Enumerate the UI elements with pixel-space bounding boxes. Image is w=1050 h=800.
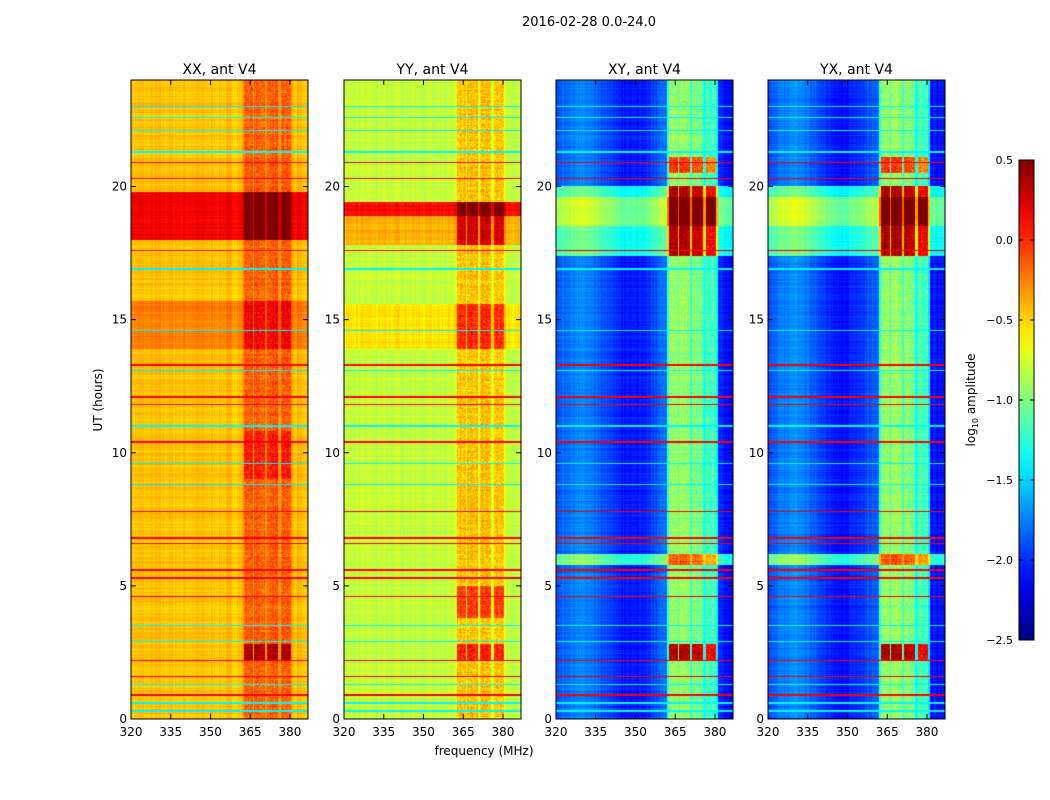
axes-frame xyxy=(555,79,734,720)
y-tick-label: 10 xyxy=(325,446,340,460)
x-tick-label: 365 xyxy=(452,725,475,739)
heatmap-xy xyxy=(556,80,733,719)
heatmap-xx xyxy=(131,80,308,719)
x-tick-label: 320 xyxy=(333,725,356,739)
x-tick-label: 365 xyxy=(876,725,899,739)
x-tick-label: 350 xyxy=(199,725,222,739)
colorbar-tick-label: −1.0 xyxy=(986,394,1013,407)
x-tick-label: 335 xyxy=(584,725,607,739)
y-tick-label: 15 xyxy=(749,313,764,327)
y-tick-label: 20 xyxy=(112,180,127,194)
x-axis-label: frequency (MHz) xyxy=(434,744,533,758)
x-tick-label: 380 xyxy=(492,725,515,739)
subplot-title: YY, ant V4 xyxy=(396,62,469,78)
heatmap-yx xyxy=(768,80,945,719)
x-tick-label: 335 xyxy=(796,725,819,739)
x-tick-label: 380 xyxy=(279,725,302,739)
y-tick-label: 5 xyxy=(119,579,127,593)
y-tick-label: 5 xyxy=(332,579,340,593)
x-tick-label: 320 xyxy=(545,725,568,739)
x-tick-label: 365 xyxy=(664,725,687,739)
colorbar-tick-label: −0.5 xyxy=(986,314,1013,327)
y-tick-label: 10 xyxy=(749,446,764,460)
subplot: YY, ant V4 320 335 350 365 380 0 5 10 15 20 xyxy=(325,62,522,739)
y-tick-label: 10 xyxy=(537,446,552,460)
subplot: XY, ant V4 320 335 350 365 380 0 5 10 15 20 xyxy=(537,62,734,739)
subplot-title: YX, ant V4 xyxy=(819,62,893,78)
axes-frame xyxy=(130,79,309,720)
y-tick-label: 15 xyxy=(112,313,127,327)
colorbar-tick-label: 0.0 xyxy=(996,234,1014,247)
colorbar-tick-label: 0.5 xyxy=(996,154,1014,167)
colorbar-tick-label: −2.5 xyxy=(986,634,1013,647)
y-tick-label: 20 xyxy=(749,180,764,194)
y-tick-label: 5 xyxy=(544,579,552,593)
axes-frame xyxy=(343,79,522,720)
colorbar: 0.5 0.0 −0.5 −1.0 −1.5 −2.0 −2.5 xyxy=(986,154,1035,647)
x-tick-label: 350 xyxy=(412,725,435,739)
x-tick-label: 380 xyxy=(704,725,727,739)
y-tick-label: 15 xyxy=(537,313,552,327)
y-tick-label: 0 xyxy=(544,712,552,726)
y-tick-label: 15 xyxy=(325,313,340,327)
y-tick-label: 0 xyxy=(332,712,340,726)
subplot-title: XX, ant V4 xyxy=(183,62,257,78)
x-tick-label: 335 xyxy=(372,725,395,739)
y-tick-label: 0 xyxy=(119,712,127,726)
colorbar-label: log10 amplitude xyxy=(964,354,980,447)
colorbar-tick-label: −1.5 xyxy=(986,474,1013,487)
heatmap-yy xyxy=(344,80,521,719)
subplot: YX, ant V4 320 335 350 365 380 0 5 10 15 20 xyxy=(749,62,946,739)
y-tick-label: 20 xyxy=(325,180,340,194)
x-tick-label: 335 xyxy=(159,725,182,739)
y-tick-label: 5 xyxy=(756,579,764,593)
x-tick-label: 365 xyxy=(239,725,262,739)
x-tick-label: 380 xyxy=(916,725,939,739)
subplot-title: XY, ant V4 xyxy=(608,62,681,78)
x-tick-label: 350 xyxy=(624,725,647,739)
y-tick-label: 20 xyxy=(537,180,552,194)
x-tick-label: 320 xyxy=(757,725,780,739)
y-tick-label: 0 xyxy=(756,712,764,726)
axes-frame xyxy=(767,79,946,720)
y-tick-label: 10 xyxy=(112,446,127,460)
x-tick-label: 320 xyxy=(120,725,143,739)
x-tick-label: 350 xyxy=(836,725,859,739)
figure-title: 2016-02-28 0.0-24.0 xyxy=(522,15,656,30)
colorbar-tick-label: −2.0 xyxy=(986,554,1013,567)
y-axis-label: UT (hours) xyxy=(91,368,105,431)
subplot: XX, ant V4 320 335 350 365 380 0 5 10 15 20 xyxy=(112,62,309,739)
